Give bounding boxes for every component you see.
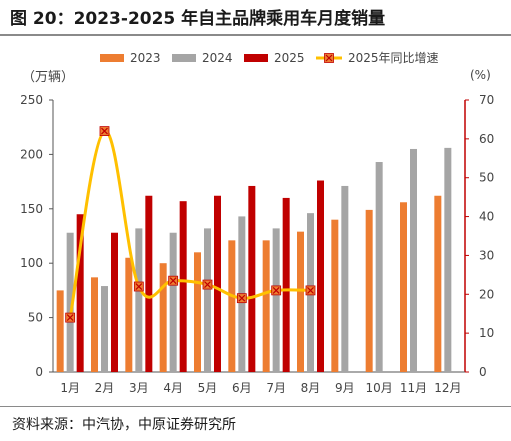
right-tick-label: 60	[479, 132, 494, 146]
growth-marker-cross	[238, 294, 246, 302]
x-tick-label: 5月	[198, 381, 218, 395]
legend-label: 2023	[130, 51, 161, 65]
growth-marker-cross	[169, 277, 177, 285]
x-tick-label: 8月	[301, 381, 321, 395]
left-tick-label: 200	[20, 147, 43, 161]
bar-2024	[169, 232, 177, 372]
bar-2024	[444, 147, 452, 372]
bar-2024	[375, 162, 383, 372]
left-tick-label: 50	[28, 311, 43, 325]
bar-2024	[101, 286, 108, 372]
bar-2024	[410, 148, 417, 372]
x-tick-label: 2月	[95, 381, 115, 395]
bar-2024	[135, 228, 143, 372]
bar-2023	[297, 231, 304, 372]
bar-2025	[145, 195, 153, 372]
bar-2025	[317, 180, 324, 372]
x-tick-label: 3月	[129, 381, 149, 395]
bar-2024	[66, 232, 74, 372]
footer-divider	[0, 406, 511, 407]
right-tick-label: 50	[479, 171, 494, 185]
right-tick-label: 10	[479, 326, 494, 340]
bar-2025	[282, 197, 290, 372]
bar-2023	[400, 202, 407, 372]
bar-2023	[331, 219, 339, 372]
x-tick-label: 12月	[434, 381, 461, 395]
bar-2025	[179, 201, 187, 372]
growth-marker-cross	[66, 314, 74, 322]
bar-2023	[434, 195, 442, 372]
bar-2023	[228, 240, 236, 372]
bar-2024	[341, 185, 349, 372]
left-tick-label: 250	[20, 93, 43, 107]
bar-2025	[214, 195, 221, 372]
chart-title: 图 20：2023-2025 年自主品牌乘用车月度销量	[10, 9, 386, 29]
growth-marker-cross	[135, 283, 143, 290]
legend-swatch-2023	[100, 54, 124, 62]
left-tick-label: 0	[35, 365, 43, 379]
legend-label: 2025年同比增速	[348, 51, 439, 65]
growth-marker-cross	[307, 286, 314, 294]
x-tick-label: 9月	[335, 381, 355, 395]
growth-marker-cross	[204, 281, 211, 288]
x-tick-label: 4月	[163, 381, 183, 395]
bar-2023	[262, 240, 270, 372]
growth-marker-cross	[272, 286, 280, 294]
legend-label: 2024	[202, 51, 233, 65]
left-axis-unit: （万辆）	[22, 70, 75, 85]
bar-2024	[204, 228, 211, 372]
bar-2023	[56, 290, 64, 372]
left-tick-label: 100	[20, 256, 43, 270]
x-tick-label: 11月	[400, 381, 427, 395]
x-tick-label: 1月	[60, 381, 80, 395]
bar-2025	[111, 232, 118, 372]
bar-2023	[91, 277, 98, 372]
source-note: 资料来源：中汽协，中原证券研究所	[12, 417, 236, 433]
bar-2023	[159, 263, 167, 372]
right-tick-label: 70	[479, 93, 494, 107]
bar-2024	[272, 228, 280, 372]
x-tick-label: 7月	[266, 381, 286, 395]
right-tick-label: 30	[479, 248, 494, 262]
bar-2023	[365, 209, 373, 372]
growth-marker-cross	[101, 127, 108, 135]
right-tick-label: 20	[479, 287, 494, 301]
bar-2023	[125, 257, 133, 372]
legend-swatch-2024	[172, 54, 196, 62]
bar-2023	[194, 252, 201, 372]
legend-label: 2025	[274, 51, 305, 65]
right-axis-unit: (%)	[470, 68, 491, 82]
right-tick-label: 40	[479, 210, 494, 224]
legend-swatch-2025	[244, 54, 268, 62]
bar-2025	[76, 214, 84, 372]
right-tick-label: 0	[479, 365, 487, 379]
x-tick-label: 6月	[232, 381, 252, 395]
left-tick-label: 150	[20, 202, 43, 216]
x-tick-label: 10月	[366, 381, 393, 395]
bar-2025	[248, 185, 256, 372]
title-divider	[0, 34, 511, 36]
legend-marker-cross	[325, 54, 333, 62]
